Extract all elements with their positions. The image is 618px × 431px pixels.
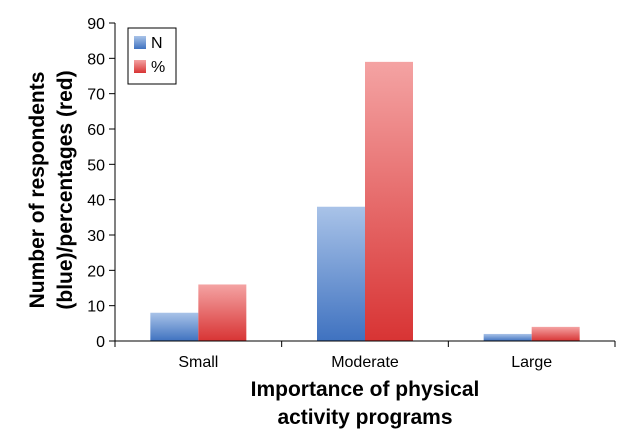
bar-percent-small	[198, 284, 247, 341]
bars-group	[150, 61, 580, 341]
x-tick-label: Large	[511, 354, 552, 371]
legend: N %	[127, 27, 177, 85]
bar-percent-large	[531, 326, 580, 341]
legend-label-n: N	[151, 35, 163, 52]
y-tick-label: 90	[87, 16, 105, 33]
y-tick-label: 0	[96, 334, 105, 351]
bar-n-large	[483, 333, 532, 341]
x-axis-ticks: Small Moderate Large	[178, 354, 552, 371]
axes	[114, 23, 616, 347]
x-axis-title-line-1: Importance of physical	[251, 378, 480, 401]
legend-swatch-n	[134, 36, 146, 49]
y-tick-label: 10	[87, 299, 105, 316]
bar-n-small	[150, 312, 199, 341]
y-axis-title-line-1: Number of respondents	[26, 72, 49, 309]
legend-label-percent: %	[151, 59, 165, 76]
bar-percent-moderate	[365, 61, 413, 341]
y-tick-label: 60	[87, 122, 105, 139]
x-tick-label: Small	[178, 354, 218, 371]
y-tick-label: 30	[87, 228, 105, 245]
y-tick-label: 50	[87, 157, 105, 174]
y-tick-label: 80	[87, 51, 105, 68]
y-axis-ticks: 0 10 20 30 40 50 60 70 80 90	[87, 16, 115, 351]
y-tick-label: 70	[87, 87, 105, 104]
x-tick-label: Moderate	[331, 354, 399, 371]
y-tick-label: 40	[87, 193, 105, 210]
legend-swatch-percent	[134, 60, 146, 73]
y-axis-title-line-2: (blue)/percentages (red)	[54, 70, 77, 309]
y-tick-label: 20	[87, 263, 105, 280]
bar-n-moderate	[317, 206, 365, 341]
x-axis-title-line-2: activity programs	[277, 406, 452, 429]
